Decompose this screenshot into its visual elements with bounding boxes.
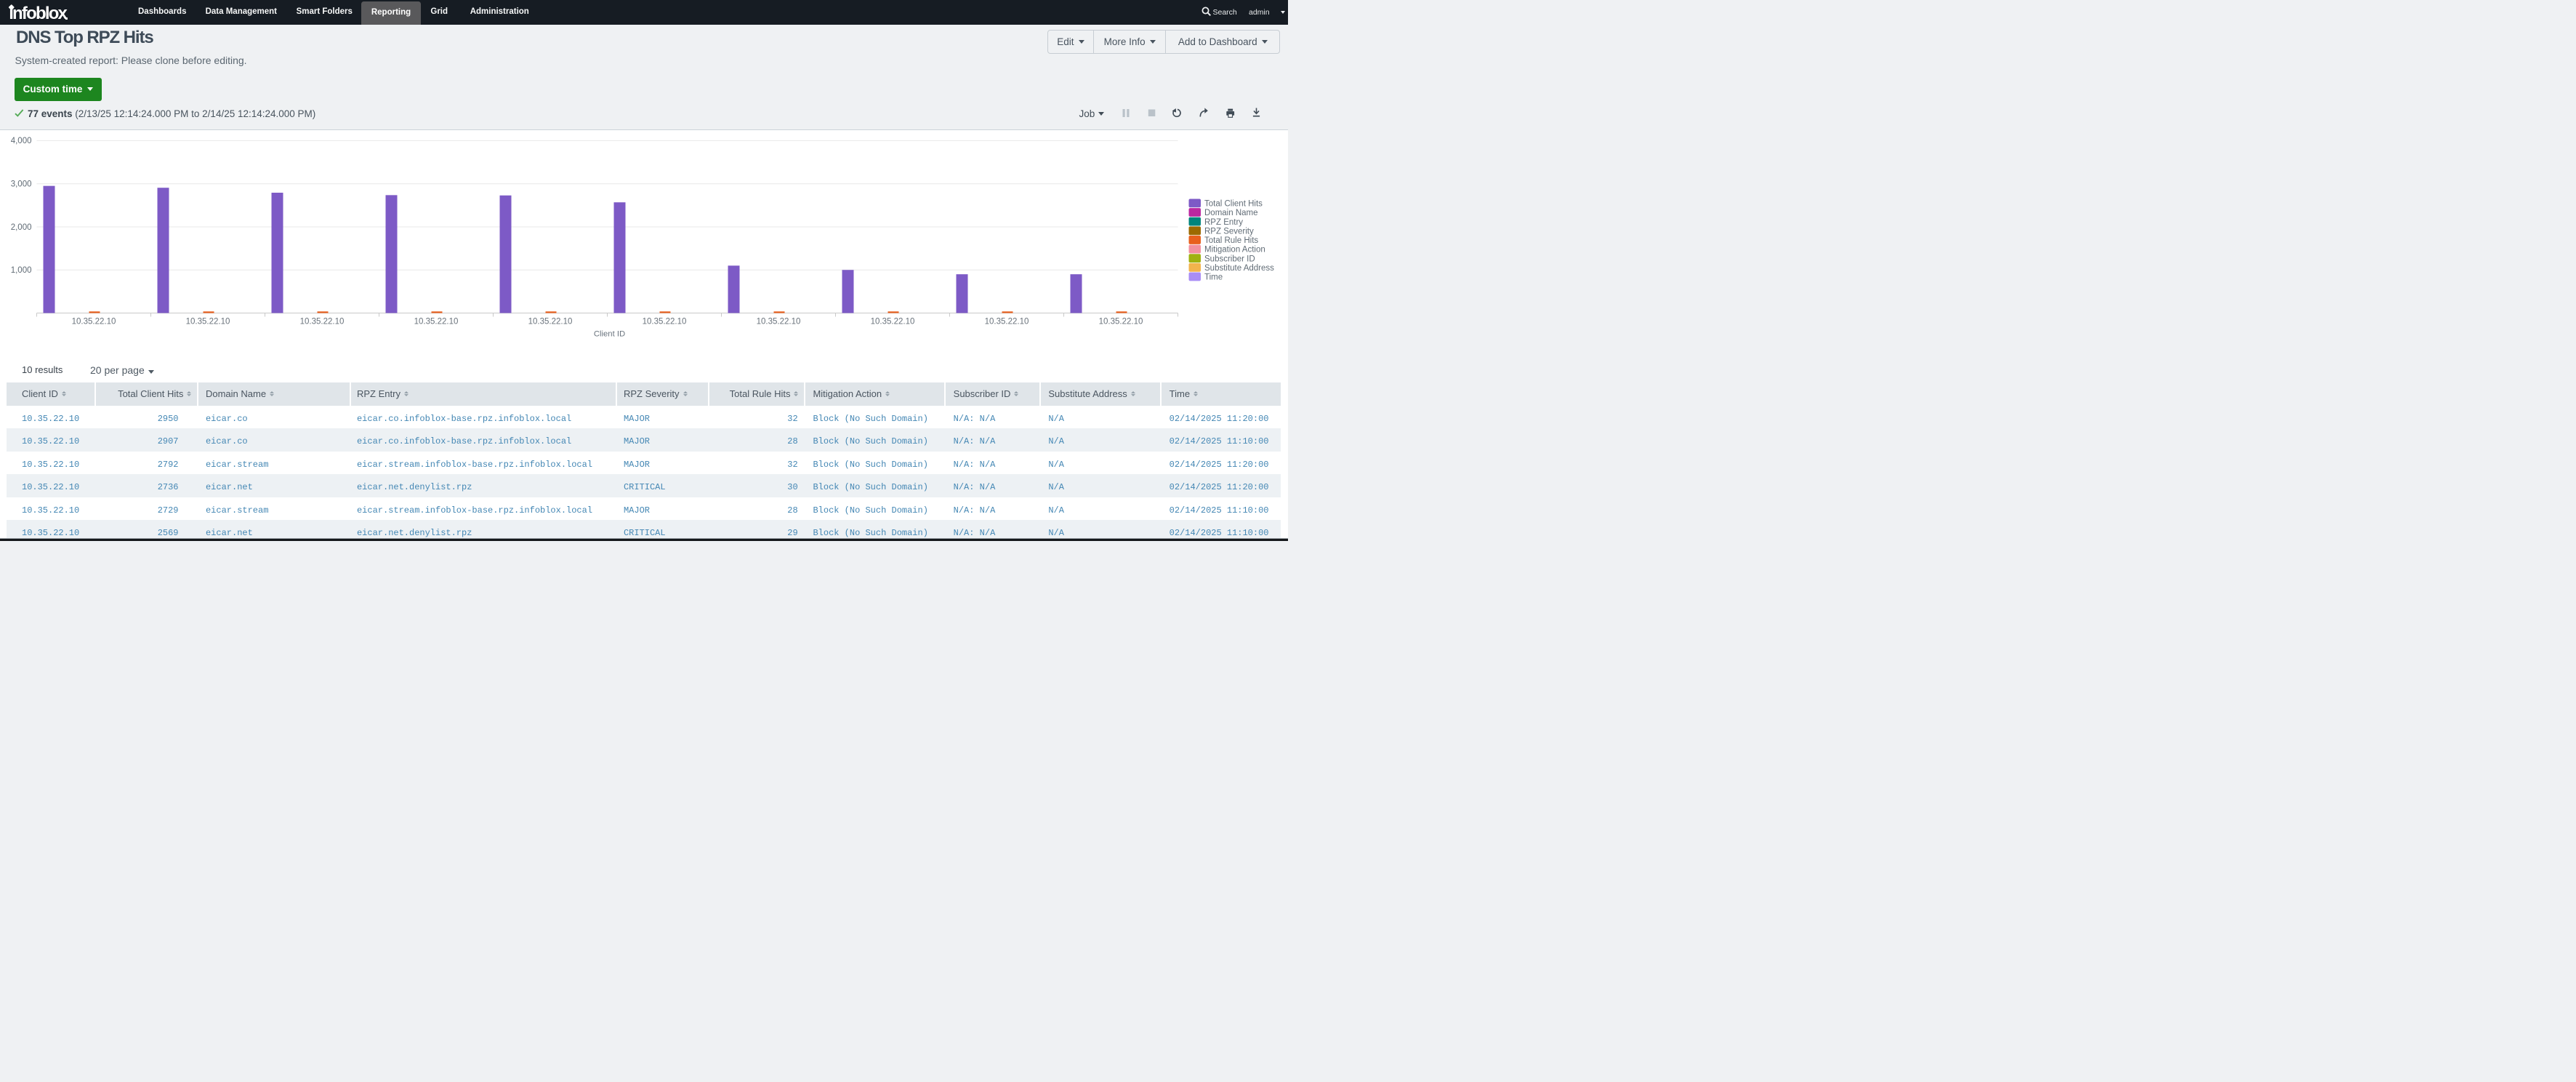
svg-text:10.35.22.10: 10.35.22.10 [871,317,915,326]
svg-text:Domain Name: Domain Name [1204,209,1258,217]
svg-text:3,000: 3,000 [11,180,32,188]
svg-text:1,000: 1,000 [11,266,32,275]
svg-text:10.35.22.10: 10.35.22.10 [643,317,687,326]
svg-text:Substitute Address: Substitute Address [1204,263,1274,272]
svg-text:10.35.22.10: 10.35.22.10 [300,317,345,326]
svg-text:4,000: 4,000 [11,137,32,145]
svg-text:2,000: 2,000 [11,223,32,231]
svg-text:Total Rule Hits: Total Rule Hits [1204,236,1258,245]
svg-text:10.35.22.10: 10.35.22.10 [1099,317,1143,326]
svg-text:10.35.22.10: 10.35.22.10 [985,317,1029,326]
svg-text:Subscriber ID: Subscriber ID [1204,255,1255,263]
svg-text:Client ID: Client ID [594,329,625,338]
svg-text:Mitigation Action: Mitigation Action [1204,245,1265,254]
svg-text:10.35.22.10: 10.35.22.10 [528,317,573,326]
svg-text:10.35.22.10: 10.35.22.10 [186,317,230,326]
svg-text:10.35.22.10: 10.35.22.10 [414,317,459,326]
svg-text:RPZ Severity: RPZ Severity [1204,227,1254,236]
svg-text:RPZ Entry: RPZ Entry [1204,217,1243,226]
svg-text:10.35.22.10: 10.35.22.10 [72,317,116,326]
svg-text:Time: Time [1204,273,1223,281]
svg-text:10.35.22.10: 10.35.22.10 [757,317,801,326]
svg-text:Total Client Hits: Total Client Hits [1204,199,1263,208]
